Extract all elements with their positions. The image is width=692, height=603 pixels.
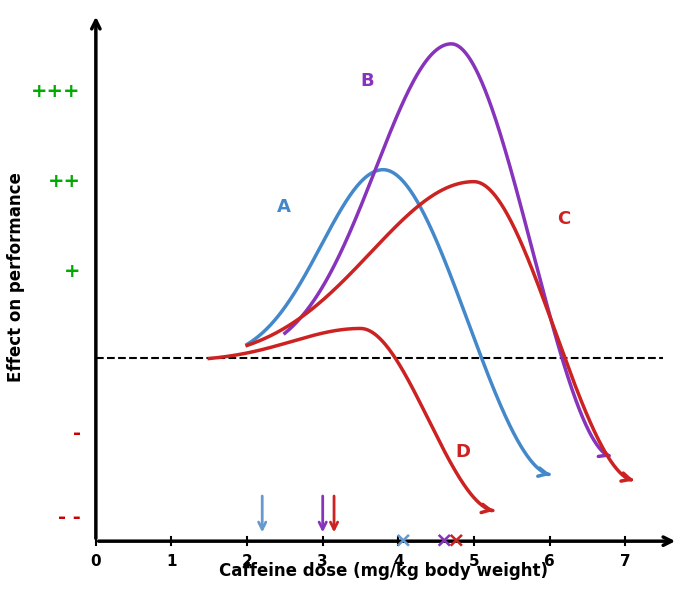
Text: 4: 4: [393, 554, 403, 569]
Text: 1: 1: [166, 554, 176, 569]
Text: 2: 2: [242, 554, 253, 569]
Text: 7: 7: [620, 554, 630, 569]
Text: C: C: [557, 210, 570, 227]
Text: D: D: [455, 443, 470, 461]
Text: A: A: [277, 198, 291, 216]
Text: ×: ×: [435, 530, 453, 550]
Text: Effect on performance: Effect on performance: [8, 172, 26, 382]
Text: ×: ×: [446, 530, 464, 550]
Text: 5: 5: [468, 554, 480, 569]
Text: 0: 0: [91, 554, 101, 569]
Text: ×: ×: [393, 530, 412, 550]
Text: -: -: [73, 424, 81, 443]
Text: - -: - -: [58, 508, 81, 526]
Text: 3: 3: [318, 554, 328, 569]
Text: +++: +++: [31, 82, 81, 101]
Text: B: B: [361, 72, 374, 90]
Text: Caffeine dose (mg/kg body weight): Caffeine dose (mg/kg body weight): [219, 562, 547, 580]
Text: +: +: [64, 262, 81, 281]
Text: 6: 6: [544, 554, 555, 569]
Text: ++: ++: [48, 172, 81, 191]
